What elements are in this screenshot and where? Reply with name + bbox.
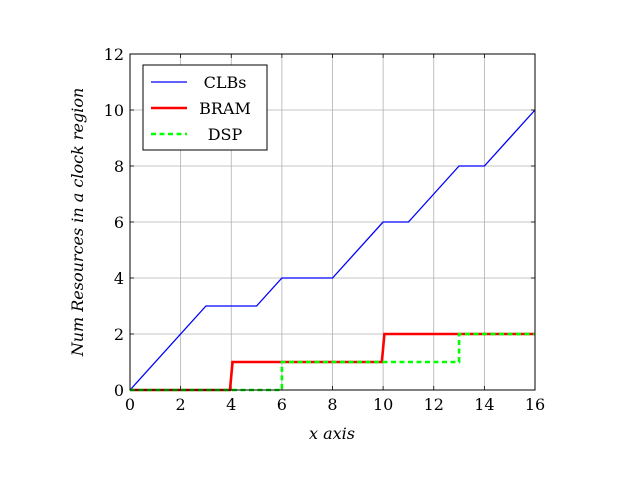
- legend: CLBs BRAM DSP: [142, 64, 268, 151]
- x-tick-label: 14: [474, 395, 494, 414]
- y-tick-label: 0: [114, 381, 124, 400]
- plot-frame: [129, 53, 536, 391]
- x-tick-label: 6: [277, 395, 287, 414]
- y-tick-label: 10: [104, 101, 124, 120]
- x-tick-label: 8: [327, 395, 337, 414]
- x-tick-label: 4: [226, 395, 236, 414]
- legend-label-clbs: CLBs: [204, 73, 247, 92]
- y-tick-label: 6: [114, 213, 124, 232]
- tick-labels: 0 2 4 6 8 10 12 14 16 0 2 4 6 8 10 12: [104, 45, 546, 414]
- x-axis-title: x axis: [309, 424, 355, 443]
- y-axis-title: Num Resources in a clock region: [68, 88, 87, 358]
- x-tick-label: 0: [125, 395, 135, 414]
- series-line-clbs: [129, 109, 536, 391]
- x-tick-label: 10: [373, 395, 393, 414]
- legend-label-dsp: DSP: [208, 125, 243, 144]
- legend-label-bram: BRAM: [199, 99, 251, 118]
- x-tick-label: 16: [525, 395, 545, 414]
- y-tick-label: 8: [114, 157, 124, 176]
- x-tick-label: 2: [176, 395, 186, 414]
- y-tick-label: 12: [104, 45, 124, 64]
- y-tick-label: 4: [114, 269, 124, 288]
- x-tick-label: 12: [424, 395, 444, 414]
- y-tick-label: 2: [114, 325, 124, 344]
- series-line-dsp: [130, 332, 535, 392]
